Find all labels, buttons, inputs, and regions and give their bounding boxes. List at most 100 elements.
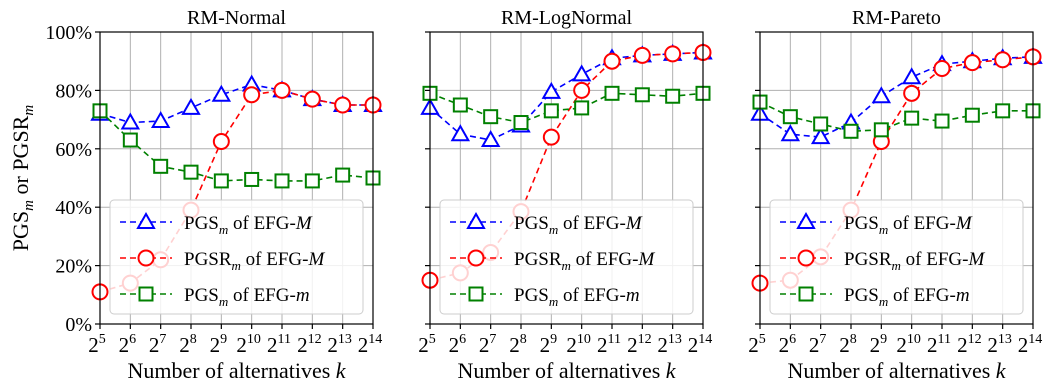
x-tick-label: 210 [896,332,921,357]
x-tick-label: 212 [957,332,982,357]
legend-item: PGSm of EFG-M [120,211,313,237]
x-tick-label: 213 [327,332,352,357]
chart-panel-3: PGSm of EFG-M PGSRm of EFG-M PGSm of EFG-m… [748,7,1043,383]
data-point [901,67,922,85]
series-line [759,56,1034,284]
legend-item: PGSRm of EFG-M [450,249,655,273]
data-point [665,88,681,104]
x-tick-label: 214 [688,332,713,357]
y-axis-label: PGSm or PGSRm [8,105,37,252]
data-point [541,81,562,99]
x-tick-label: 26 [779,332,797,357]
data-point [603,52,621,70]
legend-item: PGSRm of EFG-M [780,249,985,273]
series-line [99,110,374,182]
data-point [573,81,591,99]
axes-frame [759,31,1034,325]
legend-box [769,199,1024,315]
y-tick-label: 100% [45,22,92,44]
data-point [810,127,831,145]
data-point [634,87,650,103]
series-3 [422,85,711,131]
legend-label: PGSRm of EFG-M [184,249,325,273]
legend-label: PGSRm of EFG-M [844,249,985,273]
data-point [513,115,529,131]
data-point [994,51,1012,69]
legend-box [439,199,694,315]
series-line [759,56,1034,138]
x-tick-label: 211 [597,332,621,357]
data-point [212,133,230,150]
x-axis-label: Number of alternatives k [457,358,676,383]
legend-item: PGSm of EFG-M [780,211,973,237]
data-point [211,84,232,102]
chart-panel-2: PGSm of EFG-M PGSRm of EFG-M PGSm of EFG-m… [418,7,713,383]
data-point [450,124,471,142]
x-tick-label: 28 [179,332,197,357]
legend-label: PGSRm of EFG-M [514,249,655,273]
data-point [303,90,321,108]
x-tick-label: 27 [149,332,167,357]
data-point [122,132,138,148]
x-tick-label: 210 [566,332,591,357]
x-tick-label: 214 [1018,332,1043,357]
data-point [574,100,590,116]
data-point [933,60,951,77]
data-point [904,110,920,126]
data-point [604,85,620,101]
data-point [543,103,559,119]
y-tick-label: 0% [65,314,92,336]
x-tick-label: 25 [748,332,766,357]
x-tick-label: 26 [119,332,137,357]
data-point [571,64,592,82]
legend-box [109,199,364,315]
x-tick-label: 28 [839,332,857,357]
y-tick-label: 20% [55,256,92,278]
data-point [304,173,320,189]
data-point [843,123,859,139]
x-tick-label: 26 [449,332,467,357]
x-tick-label: 214 [358,332,383,357]
x-tick-label: 25 [418,332,436,357]
x-axis-label: Number of alternatives k [127,358,346,383]
legend-marker [797,249,815,267]
y-tick-label: 40% [55,197,92,219]
axes-frame [429,31,704,325]
legend-item: PGSm of EFG-m [780,285,970,309]
legend: PGSm of EFG-M PGSRm of EFG-M PGSm of EFG-m [439,199,694,315]
legend-marker [466,211,486,229]
data-point [213,173,229,189]
legend-item: PGSm of EFG-m [120,285,310,309]
legend-label: PGSm of EFG-m [514,285,640,309]
data-point [780,124,801,142]
data-point [480,130,501,148]
legend-marker [798,286,814,302]
data-point [181,97,201,115]
data-point [664,45,682,63]
x-tick-label: 213 [657,332,682,357]
legend-item: PGSm of EFG-M [450,211,643,237]
legend: PGSm of EFG-M PGSRm of EFG-M PGSm of EFG-m [769,199,1024,315]
data-point [934,113,950,129]
x-tick-label: 29 [540,332,558,357]
x-tick-label: 25 [88,332,106,357]
x-tick-label: 210 [236,332,261,357]
legend-marker [468,286,484,302]
chart-title: RM-Pareto [852,7,941,29]
x-tick-label: 211 [267,332,291,357]
x-tick-label: 29 [210,332,228,357]
chart-panel-1: PGSm of EFG-M PGSRm of EFG-M PGSm of EFG-m… [8,7,383,383]
legend-label: PGSm of EFG-m [844,285,970,309]
x-tick-label: 27 [809,332,827,357]
series-line [99,83,373,124]
legend-label: PGSm of EFG-M [844,213,973,237]
data-point [782,109,798,125]
legend-item: PGSRm of EFG-M [120,249,325,273]
data-point [452,97,468,113]
data-point [813,116,829,132]
legend-marker [137,249,155,267]
data-point [335,167,351,183]
data-point [995,103,1011,119]
